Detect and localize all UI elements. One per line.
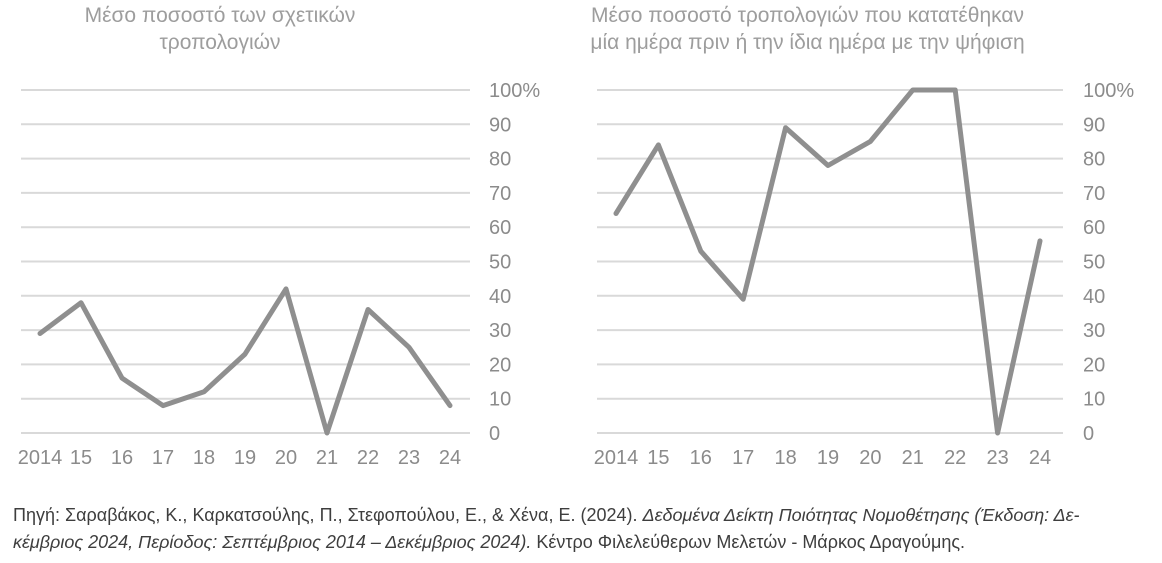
x-tick-label: 15 (647, 447, 669, 469)
y-tick-label: 20 (1083, 354, 1105, 376)
line-chart-right: 100% 90 80 70 60 50 40 30 20 10 0 2014 15 16 17 18 19 20 2… (594, 80, 1135, 469)
x-tick-label: 22 (944, 447, 966, 469)
x-tick-label: 15 (70, 447, 92, 469)
source-citation: Πηγή: Σαραβάκος, Κ., Καρκατσούλης, Π., Σ… (13, 502, 1158, 556)
x-tick-label: 21 (316, 447, 338, 469)
x-tick-label: 17 (732, 447, 754, 469)
chart-title-right-line1: Μέσο ποσοστό τροπολογιών που κατατέθηκαν (590, 4, 1025, 27)
x-tick-label: 24 (1029, 447, 1051, 469)
x-tick-label: 17 (152, 447, 174, 469)
y-tick-label: 10 (1083, 389, 1105, 411)
chart-title-right: Μέσο ποσοστό τροπολογιών που κατατέθηκαν… (585, 0, 1030, 56)
y-tick-label: 70 (1083, 183, 1105, 205)
y-tick-label: 0 (1083, 423, 1094, 445)
x-tick-label: 18 (193, 447, 215, 469)
data-series-line (37, 286, 453, 436)
y-tick-label: 90 (489, 114, 511, 136)
chart-title-left-line2: τροπολογιών (159, 31, 281, 54)
y-tick-label: 0 (489, 423, 500, 445)
y-tick-label: 30 (489, 320, 511, 342)
y-tick-label: 30 (1083, 320, 1105, 342)
y-tick-label: 70 (489, 183, 511, 205)
x-tick-label: 18 (774, 447, 796, 469)
x-tick-label: 23 (398, 447, 420, 469)
y-tick-label: 80 (1083, 149, 1105, 171)
x-tick-label: 19 (817, 447, 839, 469)
x-tick-label: 23 (986, 447, 1008, 469)
x-tick-label: 20 (859, 447, 881, 469)
data-series-line (613, 87, 1043, 436)
y-tick-label: 60 (489, 217, 511, 239)
chart-title-left: Μέσο ποσοστό των σχετικών τροπολογιών (20, 0, 420, 56)
y-tick-label: 80 (489, 149, 511, 171)
x-tick-label: 2014 (18, 447, 63, 469)
x-tick-label: 22 (357, 447, 379, 469)
source-line1-normal: Πηγή: Σαραβάκος, Κ., Καρκατσούλης, Π., Σ… (13, 505, 643, 525)
y-tick-label: 100% (489, 80, 540, 102)
y-tick-label: 50 (489, 252, 511, 274)
x-tick-label: 19 (234, 447, 256, 469)
x-tick-label: 16 (111, 447, 133, 469)
chart-title-right-line2: μία ημέρα πριν ή την ίδια ημέρα με την ψ… (590, 31, 1025, 54)
source-line1-italic: Δεδομένα Δείκτη Ποιότητας Νομοθέτησης (Έ… (642, 505, 1080, 525)
y-tick-label: 100% (1083, 80, 1134, 102)
y-tick-label: 50 (1083, 252, 1105, 274)
y-tick-label: 10 (489, 389, 511, 411)
line-chart-left: 100% 90 80 70 60 50 40 30 20 10 0 2014 15 16 17 18 19 20 2… (18, 80, 541, 469)
x-tick-label: 16 (690, 447, 712, 469)
y-tick-label: 90 (1083, 114, 1105, 136)
x-tick-label: 21 (902, 447, 924, 469)
y-tick-label: 60 (1083, 217, 1105, 239)
source-line2-normal: Κέντρο Φιλελεύθερων Μελετών - Μάρκος Δρα… (531, 532, 966, 552)
chart-title-left-line1: Μέσο ποσοστό των σχετικών (84, 4, 356, 27)
x-tick-label: 2014 (594, 447, 639, 469)
x-tick-label: 20 (275, 447, 297, 469)
y-tick-label: 40 (1083, 286, 1105, 308)
x-tick-label: 24 (439, 447, 461, 469)
y-tick-label: 40 (489, 286, 511, 308)
source-line2-italic: κέμβριος 2024, Περίοδος: Σεπτέμβριος 201… (13, 532, 532, 552)
y-tick-label: 20 (489, 354, 511, 376)
